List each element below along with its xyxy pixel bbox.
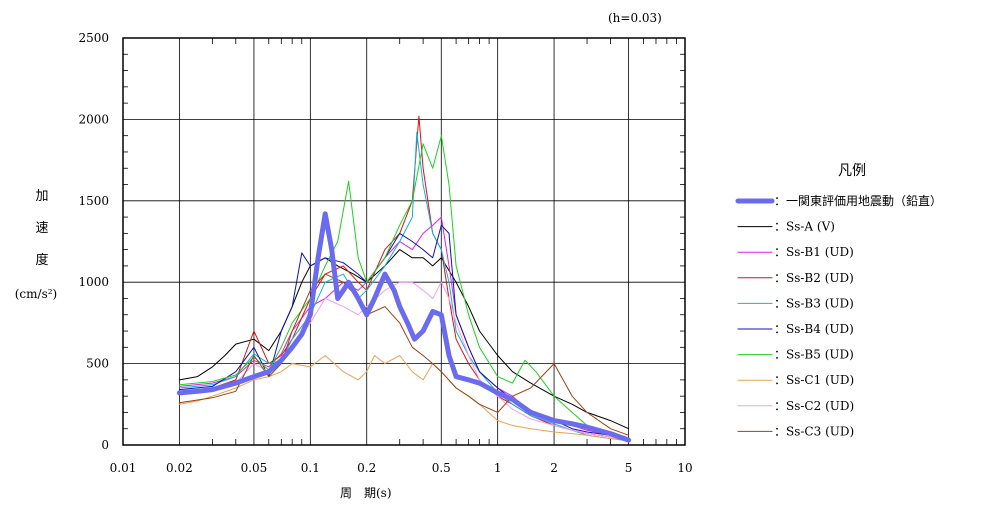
legend-label: ：Ss-C3 (UD) <box>774 424 854 438</box>
x-tick-label: 1 <box>494 461 502 475</box>
series-line <box>178 131 630 442</box>
x-tick-label: 0.1 <box>301 461 320 475</box>
y-tick-label: 2000 <box>78 112 109 126</box>
y-label-char: 度 <box>35 252 48 268</box>
x-tick-label: 0.05 <box>241 461 268 475</box>
series-line <box>178 249 630 430</box>
legend-title: 凡例 <box>838 163 866 179</box>
x-tick-label: 0.2 <box>357 461 376 475</box>
y-tick-label: 1500 <box>78 194 109 208</box>
y-tick-label: 500 <box>86 357 109 371</box>
series-line <box>178 216 630 439</box>
legend-label: ：Ss-B2 (UD) <box>774 271 854 285</box>
y-label-char: 速 <box>35 221 48 236</box>
legend: 凡例 ：一関東評価用地震動（鉛直） ：Ss-A (V) ：Ss-B1 (UD) ：Ss… <box>735 163 942 438</box>
legend-label: ：Ss-C1 (UD) <box>774 373 854 387</box>
x-tick-label: 2 <box>550 461 558 475</box>
legend-label: ：Ss-B4 (UD) <box>774 322 854 336</box>
x-axis-label: 周 期(s) <box>340 486 392 500</box>
x-tick-label: 5 <box>625 461 633 475</box>
y-label-char: 加 <box>35 189 48 204</box>
axes: 0.01 0.02 0.05 0.1 0.2 0.5 1 2 5 10 0 500 1000 1500 20… <box>78 31 692 475</box>
series-line <box>178 273 630 436</box>
series-line <box>178 115 630 441</box>
series-lines <box>176 115 632 443</box>
x-tick-label: 0.02 <box>166 461 193 475</box>
legend-label: ：Ss-B5 (UD) <box>774 348 854 362</box>
plot-frame <box>122 37 686 446</box>
legend-label: ：Ss-A (V) <box>774 220 835 234</box>
series-line <box>176 211 632 443</box>
y-label-unit: (cm/s²) <box>15 287 57 301</box>
x-tick-label: 0.01 <box>110 461 137 475</box>
legend-label: ：Ss-B1 (UD) <box>774 245 854 259</box>
x-tick-label: 10 <box>677 461 692 475</box>
legend-label: ：Ss-C2 (UD) <box>774 399 854 413</box>
y-tick-label: 0 <box>101 438 109 452</box>
series-line <box>178 135 630 439</box>
damping-note: (h=0.03) <box>608 11 662 25</box>
y-axis-label: 加速度 (cm/s²) <box>15 189 57 301</box>
legend-label: ：一関東評価用地震動（鉛直） <box>774 193 942 208</box>
x-tick-label: 0.5 <box>432 461 451 475</box>
y-tick-label: 2500 <box>78 31 109 45</box>
legend-label: ：Ss-B3 (UD) <box>774 296 854 310</box>
y-tick-label: 1000 <box>78 275 109 289</box>
